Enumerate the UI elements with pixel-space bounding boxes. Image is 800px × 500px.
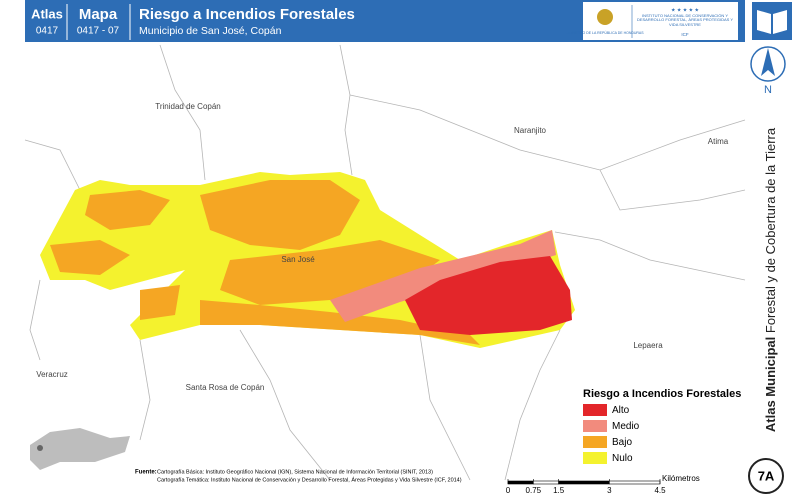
source-line: Cartografía Básica: Instituto Geográfico…	[157, 469, 433, 475]
risk-map	[40, 172, 575, 348]
patch	[50, 240, 130, 275]
boundary	[159, 44, 206, 181]
boundaries	[24, 44, 746, 481]
stars: ★ ★ ★ ★ ★	[671, 7, 699, 13]
zone-medio	[330, 230, 556, 322]
scale-segment	[609, 480, 661, 485]
legend-label: Bajo	[612, 437, 632, 448]
place-label: Veracruz	[36, 370, 68, 379]
boundary	[139, 339, 151, 441]
badge-circle	[748, 458, 784, 494]
map-subtitle: Municipio de San José, Copán	[139, 25, 282, 37]
boundary	[599, 169, 746, 211]
scale-unit: Kilómetros	[662, 474, 700, 483]
scale-segment	[558, 480, 610, 485]
scale-label: 0.75	[526, 486, 542, 495]
legend-swatch	[583, 420, 607, 432]
boundary	[239, 329, 331, 481]
boundary	[24, 139, 81, 191]
boundary	[339, 44, 353, 176]
scale-bar: 0 0.75 1.5 3 4.5 Kilómetros	[506, 474, 700, 495]
sidebar-title-bold: Atlas Municipal	[763, 337, 778, 432]
legend-title: Riesgo a Incendios Forestales	[583, 388, 741, 400]
north-arrow	[761, 48, 775, 76]
place-label: Atima	[708, 137, 729, 146]
scale-label: 0	[506, 486, 511, 495]
scale-label: 1.5	[553, 486, 565, 495]
legend-label: Medio	[612, 421, 640, 432]
source-line: Cartografía Temática: Instituto Nacional…	[157, 476, 462, 483]
patch	[200, 180, 360, 250]
boundary	[419, 334, 471, 481]
zone-alto	[405, 256, 572, 335]
map-title: Riesgo a Incendios Forestales	[139, 6, 355, 23]
legend: Alto Medio Bajo Nulo	[583, 404, 640, 464]
place-label: Santa Rosa de Copán	[186, 383, 265, 392]
coat-of-arms	[597, 9, 613, 25]
logo-left-text: GOBIERNO DE LA REPÚBLICA DE HONDURAS	[566, 31, 644, 35]
sidebar-title-rest: Forestal y de Cobertura de la Tierra	[763, 127, 778, 333]
atlas-label: Atlas	[31, 6, 63, 21]
scale-segment	[533, 480, 559, 485]
boundary	[349, 94, 746, 171]
legend-label: Alto	[612, 405, 630, 416]
place-label: Lepaera	[633, 341, 663, 350]
legend-swatch	[583, 452, 607, 464]
north-label: N	[764, 84, 772, 96]
logo-right-title: INSTITUTO NACIONAL DE CONSERVACIÓN Y DES…	[636, 14, 734, 27]
north-circle	[750, 46, 786, 82]
legend-swatch	[583, 436, 607, 448]
patch	[140, 285, 180, 320]
legend-swatch	[583, 404, 607, 416]
inset-map	[30, 428, 130, 470]
place-label: San José	[281, 255, 315, 264]
scale-label: 4.5	[654, 486, 666, 495]
map-label: Mapa	[79, 6, 118, 23]
patch	[200, 300, 480, 345]
patch	[85, 190, 170, 230]
place-label: Naranjito	[514, 126, 547, 135]
map-code: 0417 - 07	[77, 26, 120, 37]
boundary	[504, 329, 561, 481]
book-icon	[757, 10, 787, 34]
scale-segment	[507, 480, 534, 485]
atlas-code: 0417	[36, 26, 59, 37]
badge: 7A	[758, 468, 775, 483]
logo-right: INSTITUTO NACIONAL DE CONSERVACIÓN Y DES…	[636, 14, 734, 27]
boundary	[29, 279, 41, 361]
sidebar-title: Atlas Municipal Forestal y de Cobertura …	[763, 127, 778, 432]
logo-right-code: ICF	[681, 32, 689, 37]
legend-label: Nulo	[612, 453, 633, 464]
place-label: Trinidad de Copán	[155, 102, 221, 111]
boundary	[554, 231, 746, 281]
scale-label: 3	[607, 486, 612, 495]
source-label: Fuente:	[135, 470, 157, 476]
inset-location	[37, 445, 43, 451]
